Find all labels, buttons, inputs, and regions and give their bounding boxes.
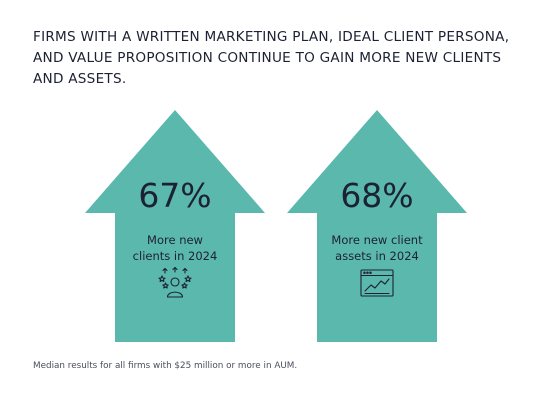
stat-label: More new clients in 2024 bbox=[105, 232, 245, 264]
stat-label-line-1: More new bbox=[147, 233, 203, 247]
up-arrow-fill bbox=[85, 110, 265, 342]
stat-label-line-1: More new client bbox=[331, 233, 423, 247]
up-arrow-shape bbox=[85, 110, 265, 342]
growth-chart-window-icon bbox=[360, 269, 394, 297]
stat-label-line-2: assets in 2024 bbox=[335, 249, 419, 263]
stat-value: 67% bbox=[138, 176, 212, 215]
up-arrow-fill bbox=[287, 110, 467, 342]
footnote: Median results for all firms with $25 mi… bbox=[33, 361, 298, 371]
stat-value: 68% bbox=[340, 176, 414, 215]
stat-card-new-client-assets: 68% More new client assets in 2024 bbox=[287, 110, 467, 342]
people-stars-icon bbox=[158, 267, 192, 298]
stat-card-new-clients: 67% More new clients in 2024 bbox=[85, 110, 265, 342]
stat-label-line-2: clients in 2024 bbox=[132, 249, 218, 263]
up-arrow-shape bbox=[287, 110, 467, 342]
headline: FIRMS WITH A WRITTEN MARKETING PLAN, IDE… bbox=[33, 29, 510, 87]
stat-label: More new client assets in 2024 bbox=[307, 232, 447, 264]
